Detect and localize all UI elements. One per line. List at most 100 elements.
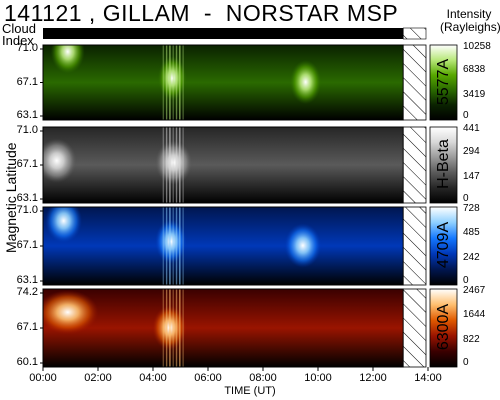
- colorbar-tick-label: 6838: [463, 63, 486, 75]
- breakup-streak: [179, 45, 181, 120]
- colorbar-H-Beta: [429, 126, 458, 204]
- colorbar-tick-label: 0: [463, 110, 469, 121]
- colorbar-6300A: [429, 288, 458, 368]
- bright-feature-5577A-0: [50, 45, 85, 74]
- breakup-streak: [165, 127, 168, 203]
- colorbar-tick-label: 294: [463, 146, 480, 158]
- bright-feature-H-Beta-0: [43, 138, 77, 183]
- colorbar-tick-label: 10258: [463, 41, 491, 52]
- colorbar-tick-label: 728: [463, 203, 480, 214]
- y-tick-label: 67.1: [16, 158, 38, 170]
- intensity-label: Intensity (Rayleighs): [440, 7, 500, 34]
- breakup-streak: [165, 289, 168, 367]
- x-tick-label: 00:00: [29, 372, 57, 384]
- panel-4709A-background: [43, 207, 404, 285]
- x-axis-label: TIME (UT): [224, 385, 276, 397]
- breakup-streak: [162, 45, 165, 120]
- colorbar-tick-label: 242: [463, 252, 480, 264]
- cloud-index-bar: [43, 28, 404, 39]
- bright-feature-4709A-0: [45, 207, 82, 243]
- breakup-streak: [165, 207, 168, 285]
- panel-5577A-nodata: [402, 44, 427, 121]
- breakup-streak: [172, 127, 174, 203]
- colorbar-4709A: [429, 206, 458, 286]
- panel-4709A-image: [45, 207, 322, 285]
- y-tick-label: 71.0: [16, 42, 38, 54]
- y-tick-label: 60.1: [16, 356, 38, 368]
- panel-6300A-background: [43, 289, 404, 367]
- y-tick-label: 63.1: [16, 192, 38, 204]
- band-label-5577A: 5577A: [435, 58, 452, 105]
- panel-H-Beta-image: [43, 127, 192, 203]
- colorbar-tick-label: 0: [463, 275, 469, 286]
- breakup-streak: [162, 207, 165, 285]
- colorbar-tick-label: 441: [463, 123, 480, 134]
- colorbar-tick-label: 1644: [463, 308, 486, 320]
- panel-4709A-nodata: [402, 206, 427, 286]
- breakup-streak: [172, 207, 174, 285]
- panel-5577A-image: [50, 45, 322, 120]
- cloud-index-label: Cloud Index: [2, 21, 36, 48]
- breakup-streak: [175, 127, 178, 203]
- breakup-streak: [172, 289, 174, 367]
- breakup-streak: [165, 45, 168, 120]
- panel-H-Beta-nodata: [402, 126, 427, 204]
- x-tick-label: 08:00: [249, 372, 277, 384]
- panel-6300A-nodata: [402, 288, 427, 368]
- bright-feature-5577A-1: [158, 56, 187, 101]
- x-tick-label: 02:00: [84, 372, 112, 384]
- breakup-streak: [179, 207, 181, 285]
- colorbar-tick-label: 485: [463, 226, 480, 238]
- breakup-streak: [169, 45, 171, 120]
- breakup-streak: [175, 45, 178, 120]
- x-tick-label: 04:00: [139, 372, 167, 384]
- breakup-streak: [172, 45, 174, 120]
- y-tick-label: 71.0: [16, 124, 38, 136]
- x-tick-label: 06:00: [194, 372, 222, 384]
- bright-feature-H-Beta-1: [155, 140, 192, 185]
- breakup-streak: [162, 289, 165, 367]
- panel-H-Beta-background: [43, 127, 404, 203]
- breakup-streak: [182, 127, 184, 203]
- panel-5577A-background: [43, 45, 404, 120]
- breakup-streak: [182, 207, 184, 285]
- band-label-4709A: 4709A: [435, 221, 452, 269]
- breakup-streak: [162, 127, 165, 203]
- breakup-streak: [182, 289, 184, 367]
- y-tick-label: 67.1: [16, 321, 38, 333]
- band-label-H-Beta: H-Beta: [435, 139, 452, 189]
- x-tick-label: 12:00: [359, 372, 387, 384]
- breakup-streak: [179, 127, 181, 203]
- y-tick-label: 71.0: [16, 204, 38, 216]
- bright-feature-4709A-1: [155, 219, 187, 264]
- colorbar-tick-label: 0: [463, 357, 469, 368]
- colorbar-tick-label: 2467: [463, 285, 486, 296]
- colorbar-tick-label: 3419: [463, 88, 486, 100]
- breakup-streak: [182, 45, 184, 120]
- x-tick-label: 10:00: [304, 372, 332, 384]
- cloud-index-nodata: [402, 27, 427, 40]
- x-tick-label: 14:00: [414, 372, 442, 384]
- colorbar-tick-label: 147: [463, 171, 480, 183]
- bright-feature-6300A-0: [43, 290, 99, 335]
- bright-feature-4709A-2: [284, 223, 322, 268]
- panel-6300A-image: [43, 289, 187, 367]
- y-tick-label: 67.1: [16, 75, 38, 88]
- breakup-streak: [175, 207, 178, 285]
- breakup-streak: [169, 289, 171, 367]
- colorbar-tick-label: 0: [463, 193, 469, 204]
- y-tick-label: 67.1: [16, 239, 38, 251]
- breakup-streak: [179, 289, 181, 367]
- breakup-streak: [169, 207, 171, 285]
- breakup-streak: [169, 127, 171, 203]
- colorbar-5577A: [429, 44, 458, 121]
- breakup-streak: [175, 289, 178, 367]
- y-tick-label: 63.1: [16, 109, 38, 121]
- y-tick-label: 63.1: [16, 274, 38, 286]
- figure-title: 141121 , GILLAM - NORSTAR MSP: [4, 0, 399, 26]
- bright-feature-5577A-2: [290, 60, 322, 105]
- colorbar-tick-label: 822: [463, 334, 480, 346]
- band-label-6300A: 6300A: [435, 303, 452, 351]
